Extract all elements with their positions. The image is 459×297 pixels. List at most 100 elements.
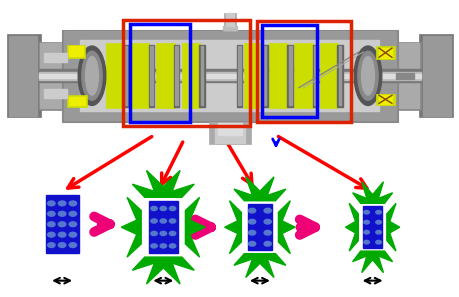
Polygon shape [386, 203, 399, 251]
Circle shape [58, 211, 66, 216]
Bar [294, 43, 312, 108]
Circle shape [151, 244, 157, 248]
Bar [378, 95, 392, 104]
Ellipse shape [85, 56, 98, 95]
Bar [319, 43, 337, 108]
Bar [44, 89, 67, 98]
Circle shape [248, 219, 255, 224]
Circle shape [248, 208, 255, 213]
Bar [215, 125, 244, 143]
Circle shape [363, 230, 369, 234]
Ellipse shape [353, 46, 381, 105]
Circle shape [48, 201, 55, 206]
Circle shape [58, 243, 66, 247]
Bar [375, 46, 394, 59]
Circle shape [248, 230, 255, 235]
Bar [269, 43, 287, 108]
Bar [69, 97, 85, 105]
Bar [39, 72, 420, 80]
Polygon shape [352, 182, 392, 203]
Circle shape [48, 232, 55, 237]
Circle shape [363, 240, 369, 244]
Bar [44, 53, 67, 62]
Circle shape [169, 219, 175, 223]
Bar [39, 69, 420, 82]
Bar [80, 40, 379, 111]
Bar [209, 122, 250, 144]
Bar [375, 94, 394, 105]
Bar [7, 34, 41, 117]
Polygon shape [234, 177, 285, 201]
Ellipse shape [82, 51, 102, 100]
Circle shape [151, 219, 157, 223]
Bar [313, 46, 316, 105]
Bar [226, 13, 233, 26]
Circle shape [263, 208, 271, 213]
Circle shape [160, 206, 166, 211]
Bar [238, 46, 241, 105]
Bar [62, 30, 397, 122]
Circle shape [58, 222, 66, 227]
Circle shape [375, 240, 381, 244]
Circle shape [69, 211, 76, 216]
Bar [288, 46, 291, 105]
Bar [175, 46, 178, 105]
Bar [39, 74, 420, 78]
Bar [378, 48, 392, 58]
Bar [224, 13, 235, 31]
Circle shape [58, 232, 66, 237]
Polygon shape [185, 197, 205, 257]
Circle shape [48, 211, 55, 216]
Ellipse shape [361, 56, 374, 95]
Bar [174, 45, 179, 107]
Bar [69, 46, 83, 56]
Bar [263, 46, 266, 105]
Ellipse shape [357, 51, 377, 100]
Circle shape [169, 244, 175, 248]
Bar [156, 43, 174, 108]
Circle shape [69, 243, 76, 247]
Circle shape [69, 222, 76, 227]
Bar [64, 31, 395, 120]
Bar [222, 26, 237, 30]
Circle shape [263, 219, 271, 224]
Bar [395, 42, 420, 110]
Polygon shape [132, 257, 194, 284]
Circle shape [169, 231, 175, 236]
Bar [200, 46, 203, 105]
Bar [181, 43, 200, 108]
Circle shape [58, 201, 66, 206]
Circle shape [375, 220, 381, 224]
Ellipse shape [78, 46, 106, 105]
Circle shape [375, 211, 381, 214]
Circle shape [248, 241, 255, 246]
Circle shape [69, 232, 76, 237]
Circle shape [69, 201, 76, 206]
Circle shape [48, 222, 55, 227]
Circle shape [160, 231, 166, 236]
Bar [45, 195, 78, 253]
Polygon shape [121, 197, 141, 257]
Polygon shape [234, 254, 285, 277]
Bar [363, 206, 381, 248]
Circle shape [363, 220, 369, 224]
Bar [418, 34, 452, 117]
Bar [395, 73, 413, 79]
Polygon shape [278, 201, 295, 254]
Polygon shape [132, 170, 194, 197]
Bar [236, 45, 242, 107]
Bar [106, 43, 124, 108]
Circle shape [48, 243, 55, 247]
Bar [243, 43, 262, 108]
Bar [40, 43, 62, 108]
Circle shape [151, 231, 157, 236]
Circle shape [363, 211, 369, 214]
Bar [336, 45, 342, 107]
Bar [262, 45, 267, 107]
Bar [148, 45, 154, 107]
Bar [218, 123, 241, 135]
Polygon shape [345, 203, 358, 251]
Bar [131, 43, 149, 108]
Bar [287, 45, 292, 107]
Circle shape [263, 241, 271, 246]
